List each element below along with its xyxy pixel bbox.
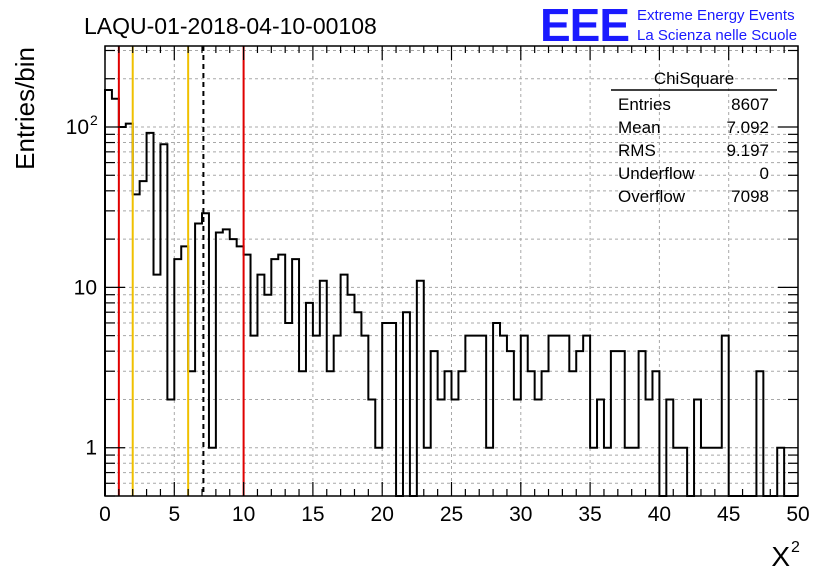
x-tick-label: 25	[440, 503, 463, 526]
stats-row-value: 7.092	[726, 118, 769, 137]
stats-title: ChiSquare	[654, 69, 734, 88]
x-axis-label-exponent: 2	[791, 539, 800, 556]
x-tick-label: 0	[99, 503, 111, 526]
y-tick-label: 10	[66, 116, 89, 139]
stats-row-value: 0	[760, 164, 769, 183]
x-axis-label-base: X	[771, 541, 790, 572]
stats-row-value: 7098	[731, 187, 769, 206]
y-tick-label-exponent: 2	[90, 112, 98, 128]
x-tick-label: 20	[371, 503, 394, 526]
x-tick-label: 35	[578, 503, 601, 526]
threshold-lines	[117, 46, 245, 496]
logo-line-1: Extreme Energy Events	[637, 7, 795, 24]
stats-box: ChiSquare Entries 8607 Mean 7.092 RMS 9.…	[611, 69, 777, 206]
y-axis-label: Entries/bin	[10, 47, 40, 170]
x-tick-label: 45	[717, 503, 740, 526]
stats-row-label: Overflow	[618, 187, 686, 206]
stats-row-value: 9.197	[726, 141, 769, 160]
eee-logo: EEE Extreme Energy Events La Scienza nel…	[540, 0, 797, 51]
chart-title: LAQU-01-2018-04-10-00108	[84, 13, 377, 39]
y-tick-label: 1	[85, 437, 97, 460]
x-tick-label: 5	[168, 503, 180, 526]
y-tick-label: 10	[74, 276, 97, 299]
logo-mark: EEE	[540, 0, 629, 51]
stats-row-label: Mean	[618, 118, 661, 137]
stats-row-value: 8607	[731, 95, 769, 114]
x-tick-label: 50	[786, 503, 809, 526]
stats-row-label: RMS	[618, 141, 656, 160]
x-tick-label: 30	[509, 503, 532, 526]
stats-row-label: Entries	[618, 95, 671, 114]
x-tick-label: 10	[232, 503, 255, 526]
logo-line-2: La Scienza nelle Scuole	[637, 27, 797, 44]
x-tick-label: 40	[648, 503, 671, 526]
stats-row-label: Underflow	[618, 164, 695, 183]
svg-text:X: X	[771, 541, 790, 572]
x-axis-label: X 2	[771, 539, 800, 572]
x-tick-label: 15	[301, 503, 324, 526]
